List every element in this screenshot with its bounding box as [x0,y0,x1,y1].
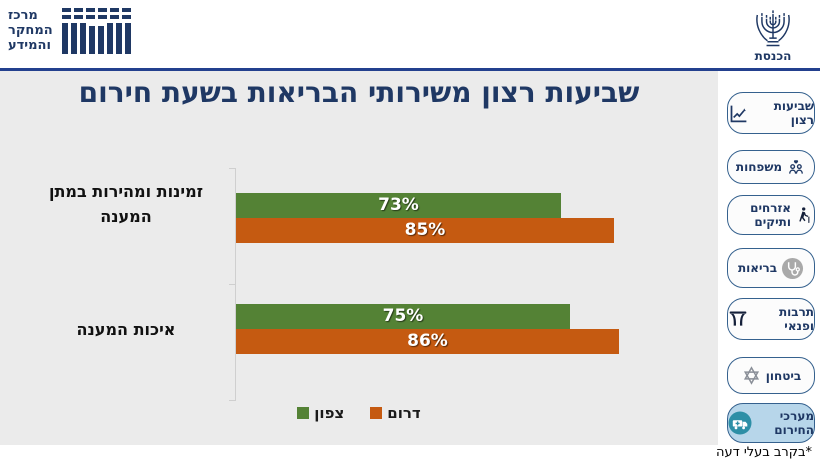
legend-entry-north: צפון [297,404,344,422]
bar-value-label: 85% [404,220,446,240]
legend-label-north: צפון [314,404,345,422]
star-of-david-icon [741,365,762,386]
logo-line-2: המחקר [8,23,53,38]
category-label-availability: זמינות ומהירות במתן המענה [48,182,204,226]
sidebar-item-label: בריאות [737,261,778,275]
stethoscope-icon [781,257,804,280]
senior-citizen-icon [795,206,814,225]
sidebar-item-label: תרבות ופנאי [778,305,814,333]
sidebar-item-culture-leisure[interactable]: תרבות ופנאי [727,298,815,340]
legend-swatch-south [370,407,383,419]
family-icon [786,157,806,177]
theater-curtain-icon [728,309,748,329]
axis-tick [229,168,236,169]
bar-north-availability: 73% [236,193,561,218]
bar-south-quality: 86% [236,329,619,354]
category-label-quality: איכות המענה [76,320,176,339]
sidebar-item-label: משפחות [735,160,783,174]
bar-north-quality: 75% [236,304,570,329]
header: מרכז המחקר והמידע הכנסת [0,0,820,68]
menorah-icon [752,3,794,51]
sidebar-item-label: אזרחים ותיקים [750,201,791,229]
header-divider-rule [0,68,820,71]
axis-tick [229,284,236,285]
research-center-logo: מרכז המחקר והמידע [8,8,134,56]
sidebar-item-health[interactable]: בריאות [727,248,815,288]
sidebar-item-families[interactable]: משפחות [727,150,815,184]
sidebar-item-label: מערכי החירום [774,409,814,437]
knesset-label: הכנסת [754,49,792,63]
sidebar-item-senior-citizens[interactable]: אזרחים ותיקים [727,195,815,235]
sidebar-item-satisfaction[interactable]: שביעות רצון [727,92,815,134]
chart-panel: שביעות רצון משירותי הבריאות בשעת חירום ז… [0,71,718,445]
logo-line-3: והמידע [8,38,51,53]
sidebar-item-label: ביטחון [765,368,802,383]
sidebar-item-emergency-systems[interactable]: מערכי החירום [727,403,815,443]
footnote: *בקרב בעלי דעה [715,445,812,460]
legend-label-south: דרום [387,404,421,422]
trend-chart-icon [728,103,749,124]
bar-value-label: 86% [407,331,448,351]
ambulance-icon [728,411,752,435]
axis-tick [229,400,236,401]
sidebar-item-security[interactable]: ביטחון [727,357,815,394]
sidebar-item-label: שביעות רצון [773,99,814,127]
chart-legend: צפון דרום [0,404,718,422]
bar-south-availability: 85% [236,218,614,243]
page-title: שביעות רצון משירותי הבריאות בשעת חירום [78,76,640,109]
logo-line-1: מרכז [8,8,38,23]
knesset-building-icon [60,8,134,56]
legend-entry-south: דרום [370,404,421,422]
bar-value-label: 75% [382,306,424,326]
bar-value-label: 73% [378,195,419,215]
research-center-logo-text: מרכז המחקר והמידע [8,8,53,53]
legend-swatch-north [297,407,310,419]
knesset-emblem: הכנסת [752,3,794,63]
